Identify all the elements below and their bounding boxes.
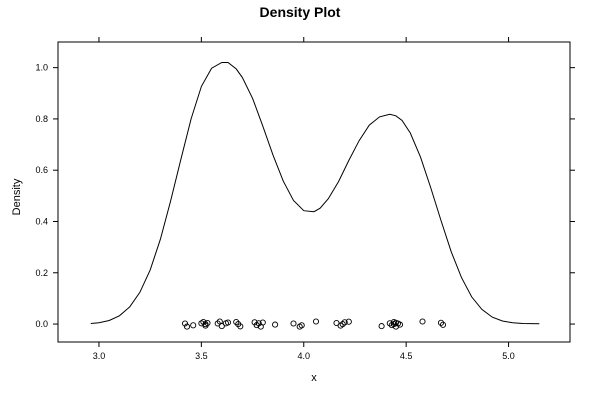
y-tick-label: 0.6	[35, 165, 48, 175]
x-tick-label: 4.5	[400, 351, 413, 361]
rug-point	[233, 318, 240, 326]
y-tick-label: 0.2	[35, 268, 48, 278]
rug-point	[339, 321, 346, 328]
rug-point	[190, 322, 197, 329]
rug-point	[437, 319, 445, 326]
y-tick-label: 1.0	[35, 63, 48, 73]
rug-point	[439, 321, 447, 328]
x-axis-label: x	[311, 372, 317, 384]
rug-point	[312, 318, 320, 325]
rug-point	[396, 321, 404, 328]
rug-point	[183, 323, 191, 330]
rug-point	[181, 320, 189, 327]
rug-point	[378, 323, 385, 330]
rug-point	[272, 321, 279, 328]
y-tick-label: 0.0	[35, 319, 48, 329]
x-tick-label: 5.0	[502, 351, 515, 361]
axis-ticks: 3.0 3.5 4.0 4.5 5.0 0.0 0.2 0.4 0.6 0.8 1.0	[35, 37, 575, 361]
rug-point	[237, 323, 244, 330]
rug-point	[259, 319, 266, 326]
x-tick-label: 3.5	[195, 351, 208, 361]
rug-point	[345, 318, 352, 325]
rug-point	[224, 319, 232, 326]
chart-title: Density Plot	[260, 4, 341, 20]
rug-point	[419, 318, 426, 325]
y-tick-label: 0.8	[35, 114, 48, 124]
rug-point	[218, 323, 225, 330]
density-curve	[90, 62, 540, 325]
y-axis-label: Density	[11, 178, 23, 215]
x-tick-label: 4.0	[298, 351, 311, 361]
rug-point	[386, 320, 393, 327]
rug-point	[298, 322, 305, 329]
rug-points	[181, 318, 447, 330]
plot-frame	[57, 41, 571, 343]
rug-point	[253, 322, 260, 329]
y-tick-label: 0.4	[35, 216, 48, 226]
x-tick-label: 3.0	[93, 351, 106, 361]
rug-point	[204, 319, 211, 327]
rug-point	[341, 319, 348, 326]
rug-point	[290, 320, 297, 327]
